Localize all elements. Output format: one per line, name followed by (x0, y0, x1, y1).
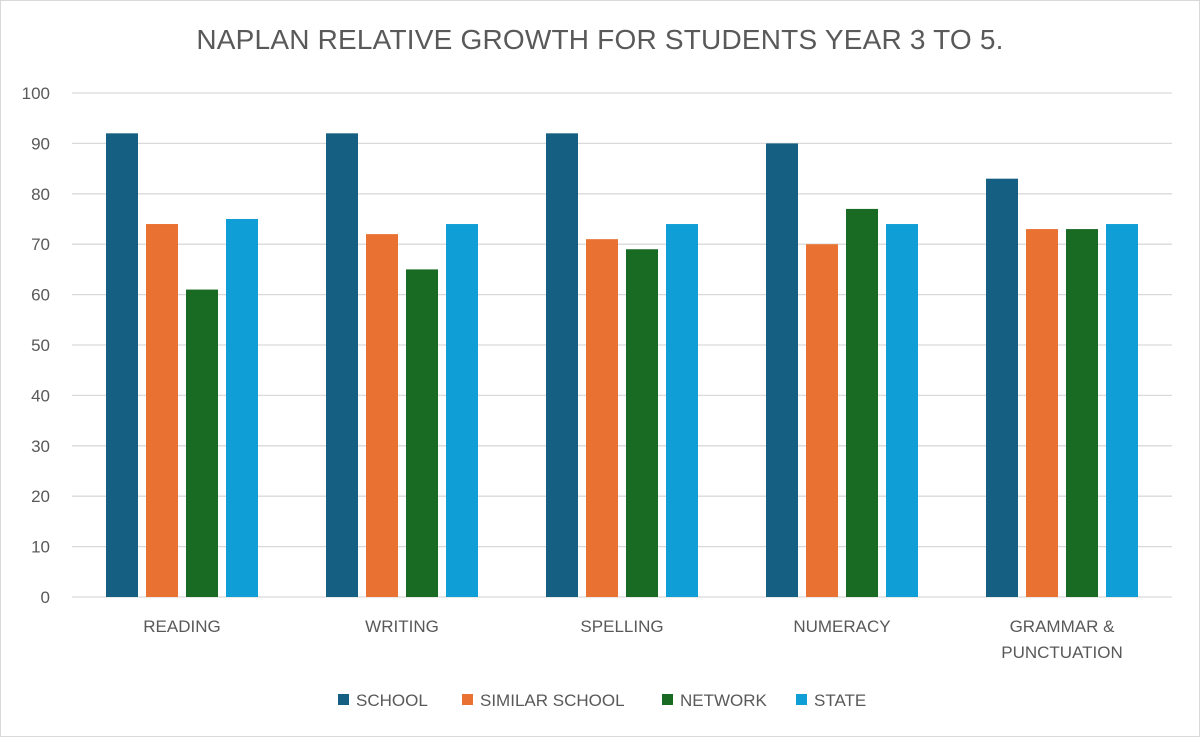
bar-similar-school-1 (366, 234, 398, 597)
y-tick-label: 90 (31, 134, 50, 153)
bar-state-2 (666, 224, 698, 598)
bar-similar-school-3 (806, 244, 838, 597)
legend-swatch (796, 694, 807, 705)
y-tick-label: 100 (22, 84, 50, 103)
y-axis-tick-labels: 0 10 20 30 40 50 60 70 80 90 100 (22, 84, 50, 607)
bar-state-1 (446, 224, 478, 598)
bar-network-2 (626, 249, 658, 598)
legend: SCHOOL SIMILAR SCHOOL NETWORK STATE (338, 691, 866, 710)
bar-school-0 (106, 133, 138, 597)
bar-network-1 (406, 269, 438, 597)
bar-state-3 (886, 224, 918, 598)
bar-similar-school-4 (1026, 229, 1058, 597)
bar-state-4 (1106, 224, 1138, 598)
legend-label: SIMILAR SCHOOL (480, 691, 625, 710)
y-tick-label: 20 (31, 487, 50, 506)
y-tick-label: 80 (31, 185, 50, 204)
x-category-label: PUNCTUATION (1001, 643, 1123, 662)
bar-school-3 (766, 143, 798, 597)
x-category-label: READING (143, 617, 220, 636)
y-tick-label: 70 (31, 235, 50, 254)
legend-label: SCHOOL (356, 691, 428, 710)
bar-network-4 (1066, 229, 1098, 597)
y-tick-label: 10 (31, 538, 50, 557)
y-tick-label: 60 (31, 286, 50, 305)
x-category-label: NUMERACY (793, 617, 890, 636)
bar-network-3 (846, 208, 878, 598)
x-category-label: WRITING (365, 617, 439, 636)
x-category-label: GRAMMAR & (1010, 617, 1116, 636)
bar-school-2 (546, 133, 578, 597)
legend-swatch (338, 694, 349, 705)
y-tick-label: 50 (31, 336, 50, 355)
legend-label: NETWORK (680, 691, 768, 710)
bar-similar-school-0 (146, 224, 178, 598)
x-axis-category-labels: READING WRITING SPELLING NUMERACY GRAMMAR & P… (143, 617, 1122, 662)
bar-school-4 (986, 178, 1018, 597)
y-tick-label: 30 (31, 437, 50, 456)
bar-state-0 (226, 219, 258, 597)
bars (106, 133, 1138, 598)
legend-swatch (462, 694, 473, 705)
y-tick-label: 40 (31, 386, 50, 405)
bar-similar-school-2 (586, 239, 618, 597)
x-category-label: SPELLING (580, 617, 663, 636)
bar-school-1 (326, 133, 358, 597)
chart-title: NAPLAN RELATIVE GROWTH FOR STUDENTS YEAR… (196, 24, 1004, 55)
legend-label: STATE (814, 691, 866, 710)
y-tick-label: 0 (41, 588, 50, 607)
bar-network-0 (186, 289, 218, 597)
legend-swatch (662, 694, 673, 705)
